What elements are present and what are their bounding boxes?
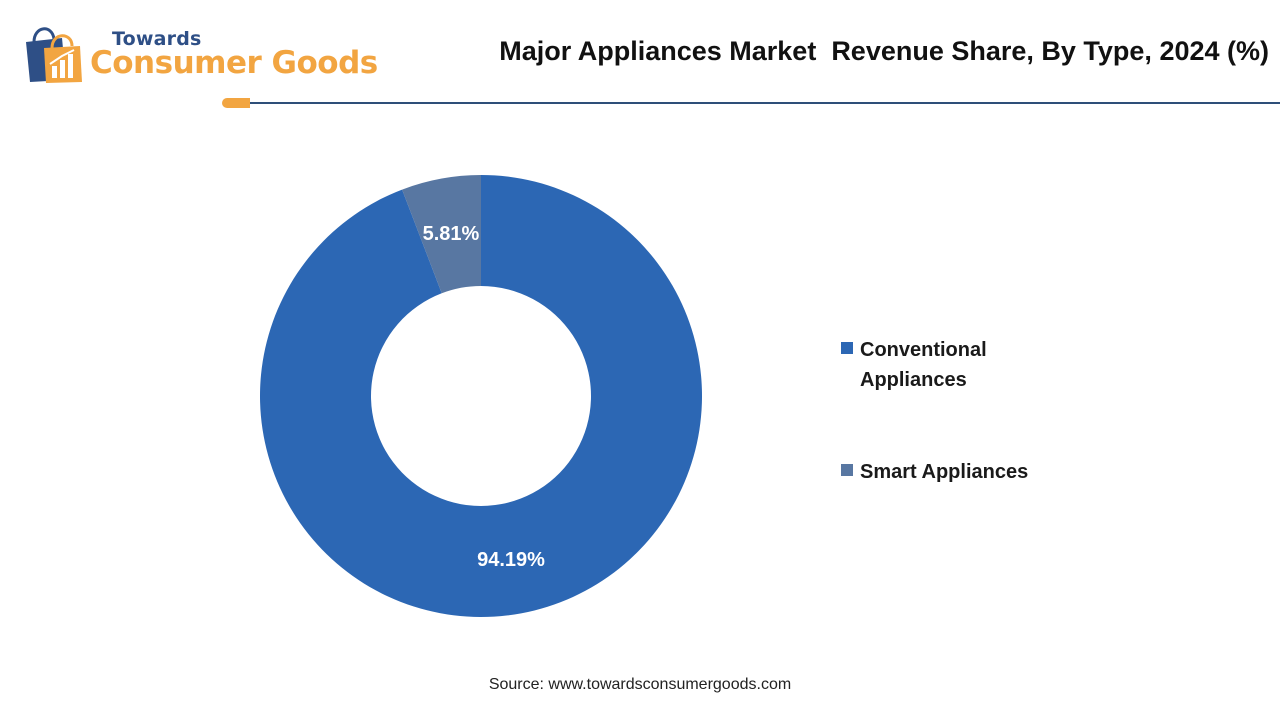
logo-text-top: Towards (112, 28, 202, 50)
source-note: Source: www.towardsconsumergoods.com (488, 676, 792, 693)
donut-slice-smart (402, 175, 481, 294)
legend-label-conventional: Conventional Appliances (860, 339, 987, 391)
data-label-conventional: 94.19% (477, 549, 545, 571)
legend-item-smart: Smart Appliances (841, 457, 1050, 487)
header-rule-accent (222, 98, 250, 108)
legend-swatch-conventional (841, 342, 853, 354)
data-label-smart: 5.81% (423, 223, 480, 245)
legend-swatch-smart (841, 464, 853, 476)
logo-text-bottom: Consumer Goods (90, 45, 378, 81)
shopping-bag-logo-icon (26, 27, 82, 83)
donut-slice-conventional (260, 175, 702, 618)
header-rule (250, 102, 1280, 104)
legend-item-conventional: Conventional Appliances (841, 335, 1050, 395)
brand-logo: Towards Consumer Goods (22, 20, 378, 86)
legend-label-smart: Smart Appliances (860, 461, 1029, 483)
chart-title: Major Appliances Market Revenue Share, B… (499, 36, 1269, 66)
